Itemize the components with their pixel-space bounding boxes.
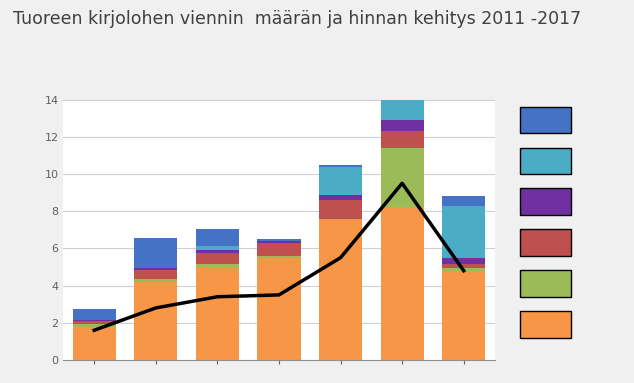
Bar xyxy=(380,208,424,360)
Bar xyxy=(319,195,362,200)
Bar xyxy=(73,321,116,324)
Bar xyxy=(134,238,178,268)
Bar xyxy=(257,241,301,243)
Bar xyxy=(196,267,239,360)
Bar xyxy=(380,148,424,208)
Bar xyxy=(319,167,362,195)
Bar xyxy=(319,200,362,219)
Bar xyxy=(73,324,116,327)
Bar xyxy=(196,253,239,264)
Bar xyxy=(196,246,239,250)
Bar xyxy=(442,264,485,268)
Bar xyxy=(196,250,239,253)
Bar xyxy=(380,25,424,36)
Bar xyxy=(442,206,485,258)
Bar xyxy=(196,229,239,246)
Bar xyxy=(257,239,301,241)
Bar xyxy=(73,320,116,321)
Bar xyxy=(380,131,424,148)
Bar xyxy=(319,165,362,167)
Bar xyxy=(380,36,424,120)
Bar xyxy=(257,256,301,258)
Bar xyxy=(134,268,178,270)
Bar xyxy=(134,282,178,360)
Bar xyxy=(196,264,239,267)
Bar xyxy=(73,309,116,320)
Bar xyxy=(73,327,116,360)
Bar xyxy=(257,243,301,256)
Bar xyxy=(319,221,362,360)
Bar xyxy=(442,258,485,264)
Bar xyxy=(442,196,485,206)
Bar xyxy=(319,219,362,221)
Text: Tuoreen kirjolohen viennin  määrän ja hinnan kehitys 2011 -2017: Tuoreen kirjolohen viennin määrän ja hin… xyxy=(13,10,581,28)
Bar xyxy=(442,271,485,360)
Bar xyxy=(442,268,485,271)
Bar xyxy=(134,279,178,282)
Bar xyxy=(380,120,424,131)
Bar xyxy=(134,270,178,279)
Bar xyxy=(257,258,301,360)
